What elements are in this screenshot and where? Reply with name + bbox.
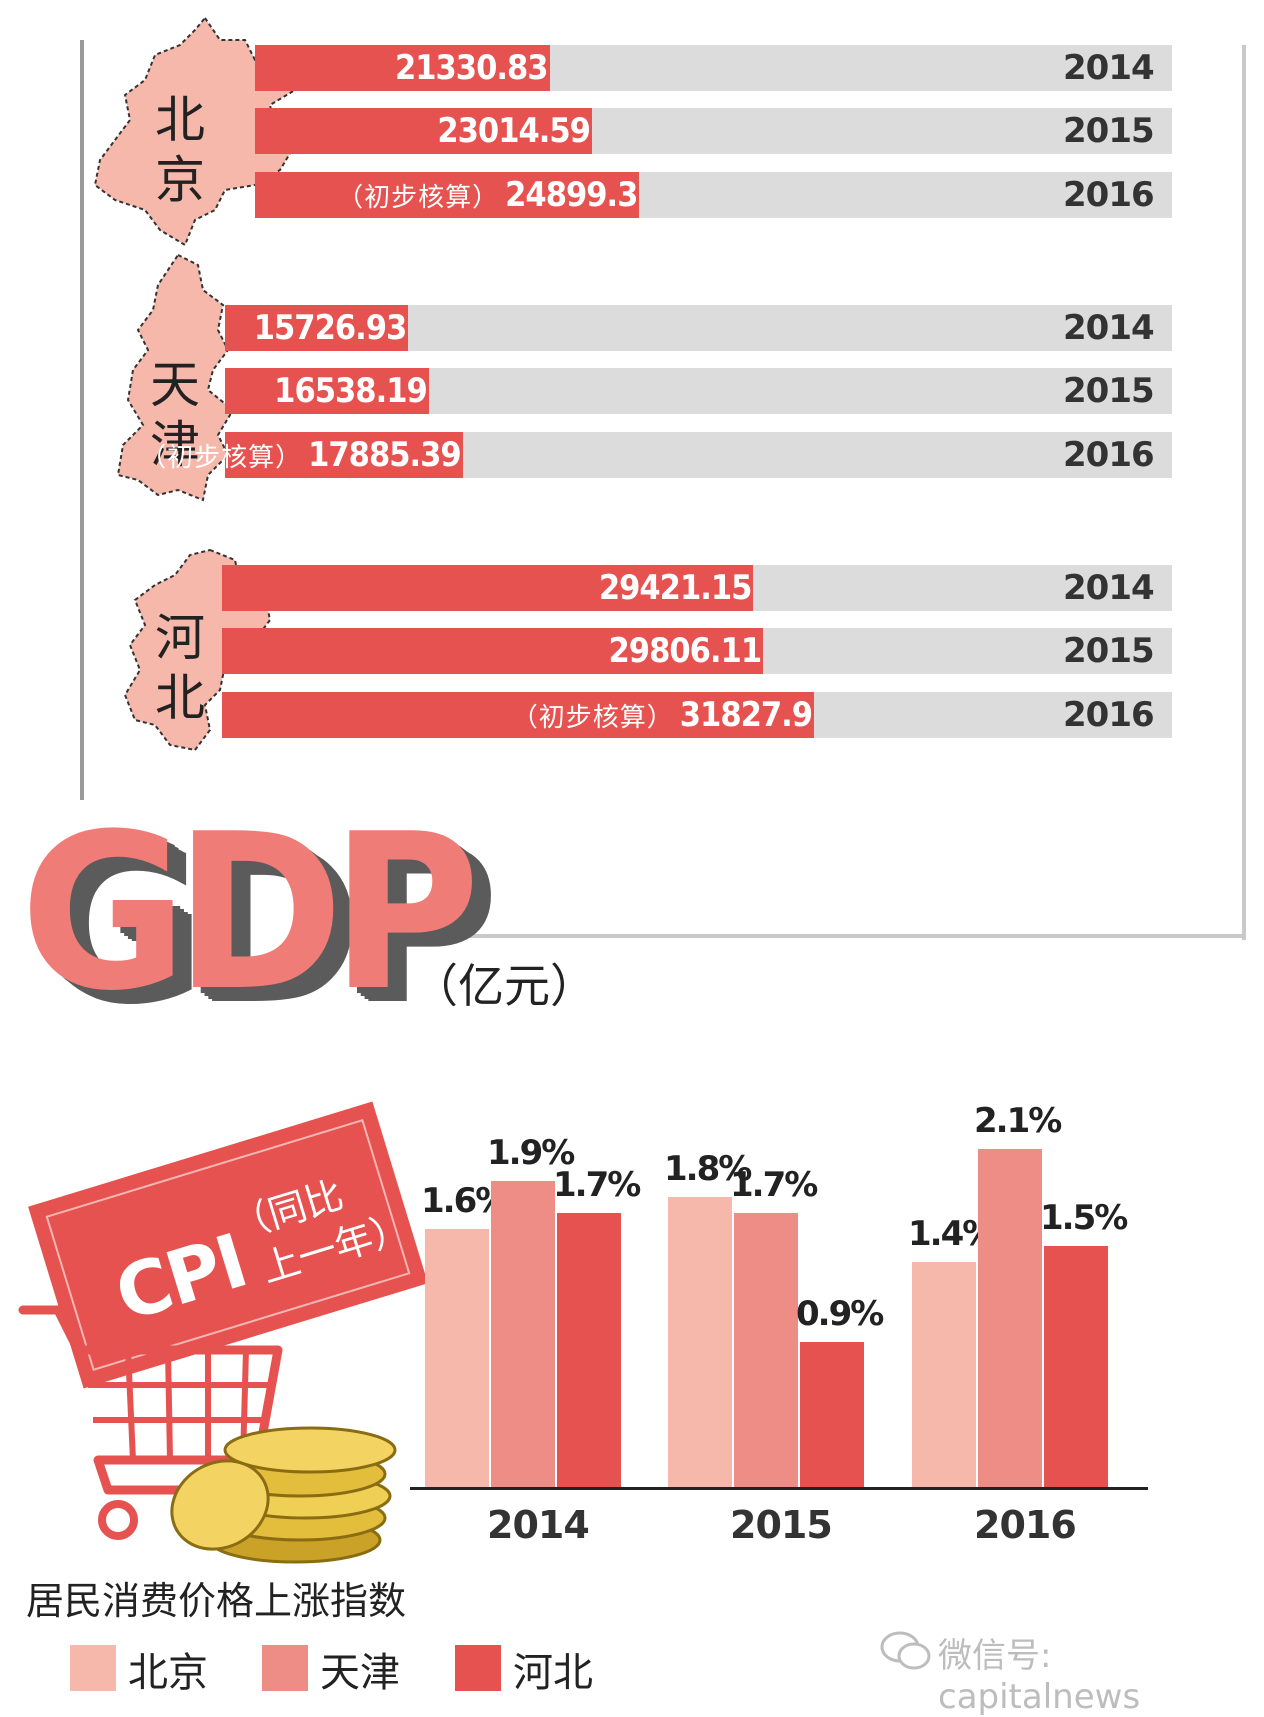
gdp-bar-value: 21330.83 [394, 48, 549, 88]
cpi-caption: 居民消费价格上涨指数 [26, 1579, 407, 1623]
gdp-bar [225, 432, 463, 478]
cpi-bar [425, 1229, 489, 1487]
region-label-line1: 河 [155, 609, 205, 667]
gdp-bar-note: （初步核算） [511, 703, 674, 733]
cpi-x-tick-label: 2015 [730, 1503, 833, 1547]
tianjin-map-icon [116, 253, 235, 502]
gdp-bar-year-label: 2016 [1063, 695, 1155, 735]
region-label-line2: 北 [155, 669, 205, 727]
gold-coins-icon [170, 1426, 397, 1564]
region-label-line1: 北 [155, 91, 205, 149]
gdp-bar-value: 24899.3 [505, 175, 638, 215]
region-label-beijing: 北 京 [155, 90, 205, 210]
gdp-bar [225, 368, 429, 414]
cpi-bar-value-label: 2.1% [974, 1100, 1062, 1141]
gdp-bar-year-label: 2016 [1063, 435, 1155, 475]
legend-label-hebei: 河北 [513, 1650, 593, 1696]
gdp-bar-value-label: （初步核算） 24899.3 [337, 172, 638, 218]
gdp-bar-value: 15726.93 [253, 308, 408, 348]
cpi-bar-value-label: 1.7% [730, 1165, 818, 1206]
gdp-bar-year-label: 2015 [1063, 631, 1155, 671]
cpi-bar [978, 1148, 1042, 1487]
frame-right-line [1242, 45, 1246, 940]
cpi-bar [491, 1181, 555, 1487]
gdp-bar [222, 565, 754, 611]
gdp-bar-value-label: 23014.59 [437, 108, 591, 154]
cpi-x-axis [410, 1487, 1148, 1490]
region-label-line1: 天 [150, 356, 200, 414]
cpi-bar [800, 1342, 864, 1487]
frame-left-line [80, 40, 84, 800]
gdp-bar-value-label: 29421.15 [598, 565, 753, 611]
cpi-bar [557, 1213, 621, 1487]
gdp-bar-value-label: （初步核算） 17885.39 [140, 432, 462, 478]
legend-label-tianjin: 天津 [320, 1650, 400, 1696]
cpi-x-tick-label: 2014 [487, 1503, 590, 1547]
cpi-bar [1044, 1245, 1108, 1487]
gdp-title: GDP [20, 787, 480, 1038]
gdp-bar-value-label: 29806.11 [608, 628, 763, 674]
cpi-bar-value-label: 1.9% [487, 1133, 575, 1174]
gdp-bar-value: 17885.39 [308, 435, 462, 475]
legend-swatch-tianjin [262, 1645, 308, 1691]
gdp-bar-value-label: 21330.83 [394, 45, 549, 91]
cpi-bar [734, 1213, 798, 1487]
wechat-icon [880, 1631, 931, 1670]
gdp-bar-year-label: 2016 [1063, 175, 1155, 215]
cpi-bar-value-label: 1.8% [664, 1149, 752, 1190]
gdp-bar [222, 628, 764, 674]
region-label-tianjin: 天 津 [150, 355, 200, 475]
gdp-bar [255, 45, 550, 91]
gdp-bar-note: （初步核算） [337, 183, 500, 213]
gdp-unit: （亿元） [412, 959, 596, 1013]
gdp-bar-note: （初步核算） [140, 443, 303, 473]
gdp-bar-value: 29421.15 [598, 568, 753, 608]
cpi-bar [912, 1261, 976, 1487]
legend-swatch-hebei [455, 1645, 501, 1691]
cpi-bar [668, 1197, 732, 1487]
watermark-text: 微信号: capitalnews [938, 1636, 1141, 1717]
cpi-bar-value-label: 1.5% [1040, 1197, 1128, 1238]
gdp-bar-value: 16538.19 [274, 371, 428, 411]
gdp-bar [255, 108, 592, 154]
cpi-x-tick-label: 2016 [974, 1503, 1077, 1547]
region-label-line2: 京 [155, 151, 205, 209]
gdp-bar [225, 305, 409, 351]
gdp-bar-value-label: 16538.19 [274, 368, 428, 414]
gdp-bar [222, 692, 815, 738]
gdp-bar-value-label: （初步核算） 31827.9 [511, 692, 813, 738]
gdp-bar-year-label: 2015 [1063, 111, 1155, 151]
gdp-bar-year-label: 2014 [1063, 308, 1155, 348]
legend-swatch-beijing [70, 1645, 116, 1691]
cpi-bar-value-label: 1.7% [553, 1165, 641, 1206]
gdp-bar-year-label: 2014 [1063, 568, 1155, 608]
frame-bottom-line [330, 934, 1246, 938]
gdp-bar [255, 172, 640, 218]
gdp-bar-year-label: 2015 [1063, 371, 1155, 411]
beijing-map-icon [93, 16, 302, 247]
gdp-bar-year-label: 2014 [1063, 48, 1155, 88]
gdp-bar-value: 31827.9 [679, 695, 813, 735]
cpi-bar-value-label: 0.9% [796, 1294, 884, 1335]
region-label-line2: 津 [150, 416, 200, 474]
legend-label-beijing: 北京 [128, 1650, 208, 1696]
gdp-bar-value: 23014.59 [437, 111, 591, 151]
gdp-bar-value: 29806.11 [608, 631, 763, 671]
gdp-bar-value-label: 15726.93 [253, 305, 408, 351]
region-label-hebei: 河 北 [155, 608, 205, 728]
